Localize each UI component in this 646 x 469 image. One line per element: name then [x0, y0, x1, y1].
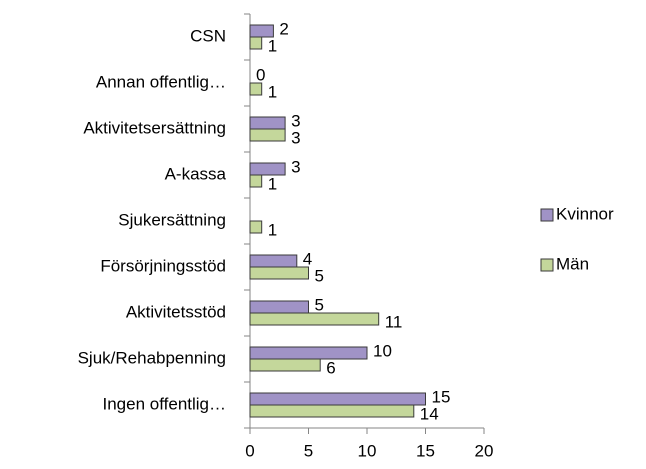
legend-label: Män: [556, 254, 589, 273]
data-label: 3: [291, 111, 300, 130]
x-tick-label: 20: [475, 441, 494, 460]
y-tick-label: Sjuk/Rehabpenning: [78, 348, 226, 367]
bar: [249, 128, 286, 142]
data-label: 1: [268, 36, 277, 55]
data-label: 3: [291, 128, 300, 147]
data-label: 10: [373, 341, 392, 360]
x-tick-label: 15: [416, 441, 435, 460]
x-tick-label: 0: [245, 441, 254, 460]
y-tick-label: CSN: [190, 26, 226, 45]
legend-swatch: [540, 258, 554, 272]
bar: [249, 36, 263, 50]
bar: [249, 312, 380, 326]
data-label: 1: [268, 82, 277, 101]
bar: [249, 266, 309, 280]
data-label: 11: [385, 312, 403, 331]
bar: [249, 358, 321, 372]
y-tick-label: Aktivitetsstöd: [126, 302, 226, 321]
bar: [249, 174, 263, 188]
y-tick-label: Ingen offentlig…: [103, 394, 227, 413]
data-label: 2: [279, 19, 288, 38]
data-label: 1: [268, 174, 277, 193]
bar: [249, 82, 263, 96]
bar: [249, 300, 309, 314]
bar: [249, 392, 426, 406]
legend-swatch: [540, 208, 554, 222]
data-label: 5: [315, 295, 324, 314]
data-label: 4: [303, 249, 312, 268]
x-tick-label: 5: [304, 441, 313, 460]
bar: [249, 116, 286, 130]
data-label: 14: [420, 404, 439, 423]
bar: [249, 254, 298, 268]
data-label: 0: [256, 65, 265, 84]
x-tick-label: 10: [358, 441, 377, 460]
bar: [249, 162, 286, 176]
data-label: 1: [268, 220, 277, 239]
y-tick-label: Annan offentlig…: [96, 72, 226, 91]
data-label: 15: [432, 387, 451, 406]
y-tick-label: A-kassa: [165, 164, 227, 183]
y-tick-label: Försörjningsstöd: [100, 256, 226, 275]
data-label: 5: [315, 266, 324, 285]
bar: [249, 404, 415, 418]
data-label: 3: [291, 157, 300, 176]
bar: [249, 346, 368, 360]
data-label: 6: [326, 358, 335, 377]
y-tick-label: Sjukersättning: [118, 210, 226, 229]
bar: [249, 220, 263, 234]
bar: [249, 24, 274, 38]
legend-label: Kvinnor: [556, 204, 614, 223]
y-tick-label: Aktivitetsersättning: [83, 118, 226, 137]
